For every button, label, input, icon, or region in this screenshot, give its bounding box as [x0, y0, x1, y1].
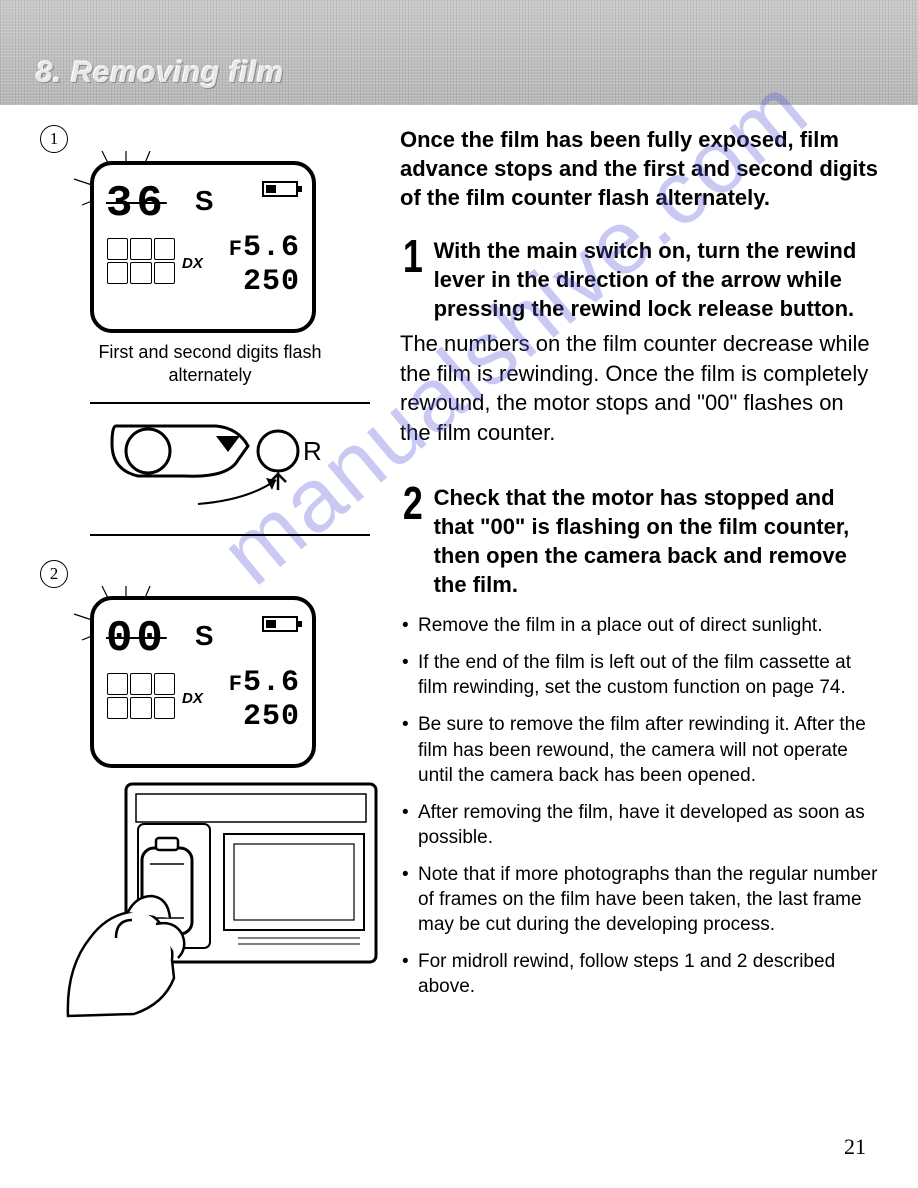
shutter-value: 250 — [229, 700, 300, 734]
content-area: 1 36 S — [0, 105, 918, 1023]
exposure-values: F5.6 250 — [229, 666, 300, 734]
counter-value: 00 — [106, 614, 167, 664]
bullet-item: Note that if more photographs than the r… — [400, 862, 878, 937]
rewind-lever-diagram: R — [90, 402, 370, 536]
header-band: 8. Removing film — [0, 0, 918, 105]
focus-area-icon — [106, 672, 176, 720]
figure-2-number: 2 — [40, 560, 68, 588]
dx-label: DX — [182, 255, 203, 299]
aperture-value: 5.6 — [243, 666, 300, 700]
left-column: 1 36 S — [40, 125, 390, 1023]
intro-text: Once the film has been fully exposed, fi… — [400, 125, 878, 212]
exposure-values: F5.6 250 — [229, 231, 300, 299]
figure-1-number: 1 — [40, 125, 68, 153]
step-2-number: 2 — [403, 483, 423, 524]
lcd-2-wrap: 00 S DX F5.6 250 — [90, 596, 370, 768]
aperture-prefix: F — [229, 237, 243, 262]
right-column: Once the film has been fully exposed, fi… — [390, 125, 878, 1023]
mode-indicator: S — [195, 185, 214, 217]
lcd-display-1: 36 S DX F5.6 250 — [90, 161, 316, 333]
figure-1: 1 36 S — [40, 125, 370, 388]
figure-1-caption: First and second digits flash alternatel… — [50, 341, 370, 388]
dx-label: DX — [182, 690, 203, 734]
page-number: 21 — [844, 1134, 866, 1160]
step-1-heading: With the main switch on, turn the rewind… — [434, 236, 878, 323]
camera-back-icon — [64, 778, 384, 1018]
step-1: 1 With the main switch on, turn the rewi… — [400, 236, 878, 447]
caption-line-2: alternately — [168, 365, 251, 385]
film-counter-1: 36 — [106, 179, 167, 229]
counter-value: 36 — [106, 179, 167, 229]
shutter-value: 250 — [229, 265, 300, 299]
bullet-item: Remove the film in a place out of direct… — [400, 613, 878, 638]
r-label: R — [303, 436, 322, 466]
lcd-display-2: 00 S DX F5.6 250 — [90, 596, 316, 768]
caption-line-1: First and second digits flash — [98, 342, 321, 362]
section-title: 8. Removing film — [36, 56, 284, 90]
bullet-item: If the end of the film is left out of th… — [400, 650, 878, 700]
step-1-number: 1 — [403, 236, 423, 277]
step-2-heading: Check that the motor has stopped and tha… — [434, 483, 878, 599]
camera-back-illustration — [64, 778, 384, 1023]
rewind-lever-icon: R — [108, 418, 358, 508]
bullet-list: Remove the film in a place out of direct… — [400, 613, 878, 999]
film-counter-2: 00 — [106, 614, 167, 664]
bullet-item: Be sure to remove the film after rewindi… — [400, 712, 878, 787]
mode-indicator: S — [195, 620, 214, 652]
bullet-item: After removing the film, have it develop… — [400, 800, 878, 850]
battery-icon — [262, 616, 298, 632]
lcd-1-wrap: 36 S DX F5.6 250 — [90, 161, 370, 333]
aperture-value: 5.6 — [243, 231, 300, 265]
bullet-item: For midroll rewind, follow steps 1 and 2… — [400, 949, 878, 999]
focus-area-icon — [106, 237, 176, 285]
figure-2: 2 00 S — [40, 560, 370, 768]
step-2: 2 Check that the motor has stopped and t… — [400, 483, 878, 599]
step-1-body: The numbers on the film counter decrease… — [400, 329, 878, 447]
aperture-prefix: F — [229, 672, 243, 697]
battery-icon — [262, 181, 298, 197]
